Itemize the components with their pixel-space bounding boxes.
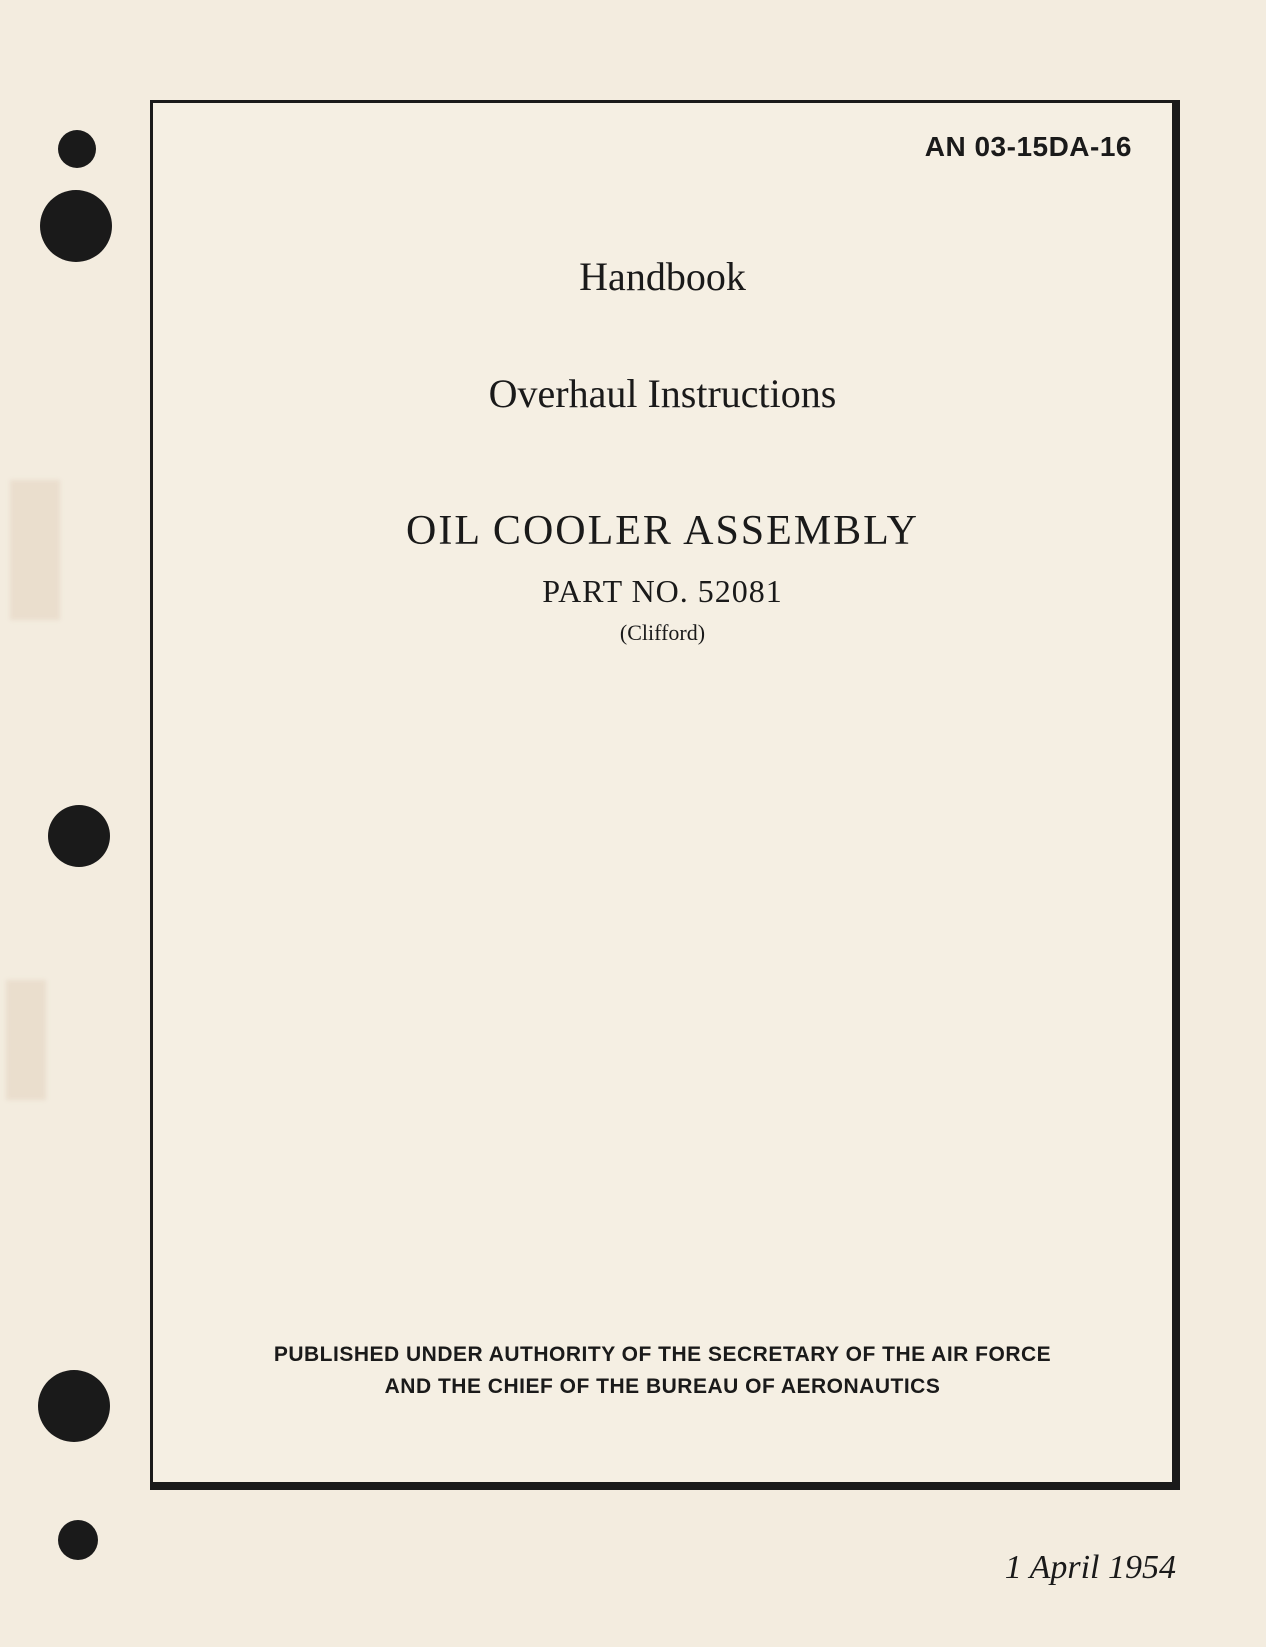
punch-hole <box>40 190 112 262</box>
punch-hole <box>48 805 110 867</box>
title-overhaul: Overhaul Instructions <box>153 370 1172 417</box>
title-block: Handbook Overhaul Instructions OIL COOLE… <box>153 253 1172 646</box>
title-manufacturer: (Clifford) <box>153 620 1172 646</box>
title-part-number: PART NO. 52081 <box>153 573 1172 610</box>
scan-smudge <box>6 980 46 1100</box>
punch-hole <box>58 130 96 168</box>
scan-smudge <box>10 480 60 620</box>
title-assembly: OIL COOLER ASSEMBLY <box>153 507 1172 555</box>
punch-hole <box>38 1370 110 1442</box>
scanned-page: AN 03-15DA-16 Handbook Overhaul Instruct… <box>0 0 1266 1647</box>
authority-line-2: AND THE CHIEF OF THE BUREAU OF AERONAUTI… <box>153 1371 1172 1403</box>
publication-date: 1 April 1954 <box>1005 1549 1176 1587</box>
authority-statement: PUBLISHED UNDER AUTHORITY OF THE SECRETA… <box>153 1339 1172 1402</box>
title-frame: AN 03-15DA-16 Handbook Overhaul Instruct… <box>150 100 1180 1490</box>
document-number: AN 03-15DA-16 <box>925 131 1132 163</box>
title-handbook: Handbook <box>153 253 1172 300</box>
punch-hole <box>58 1520 98 1560</box>
authority-line-1: PUBLISHED UNDER AUTHORITY OF THE SECRETA… <box>153 1339 1172 1371</box>
